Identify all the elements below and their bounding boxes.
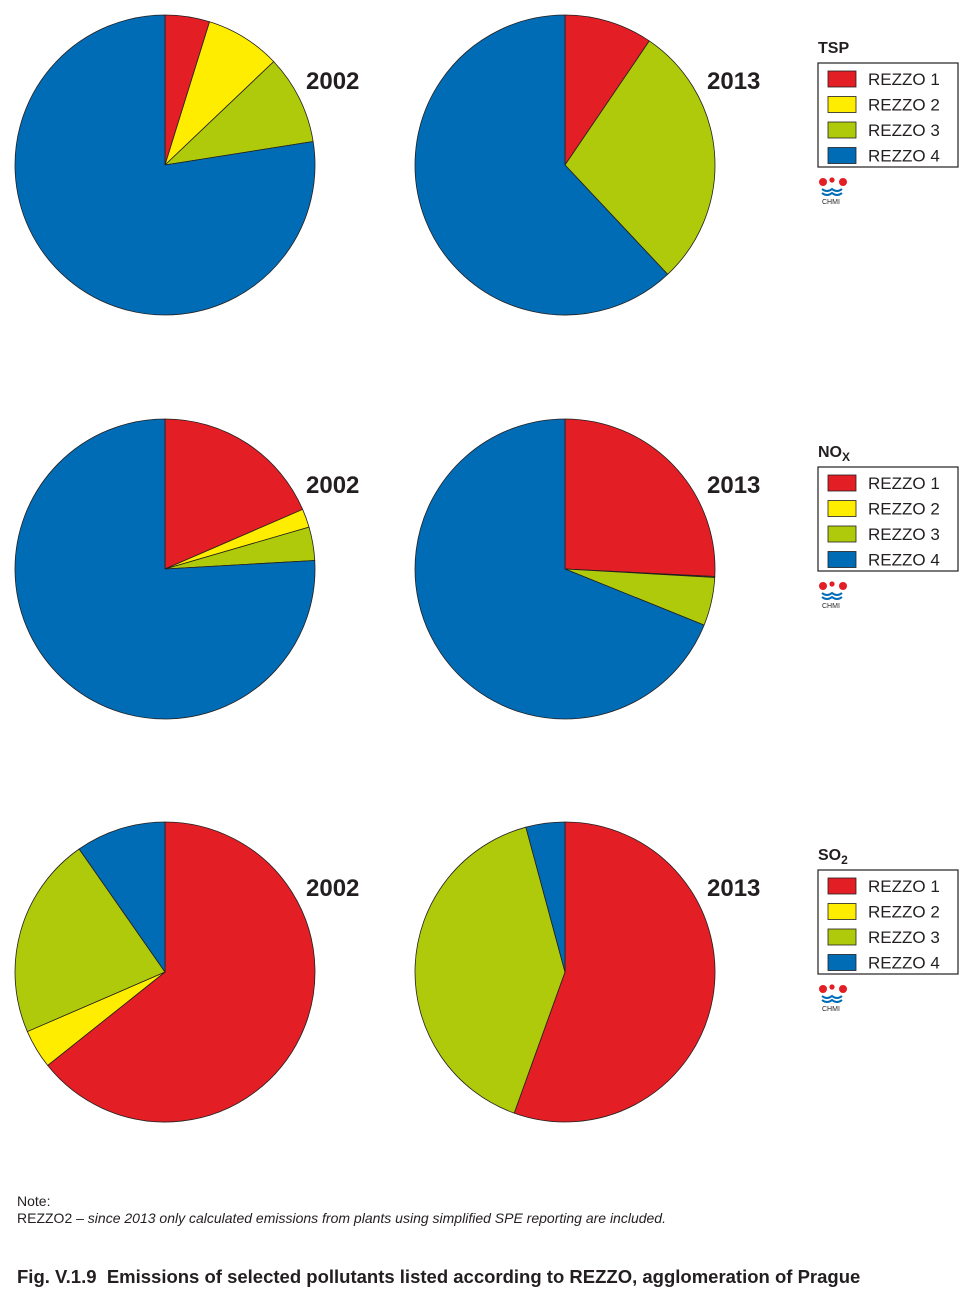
slice-nox-2002-rezzo-1 [164,418,304,570]
legend-swatch-tsp-rezzo-1 [827,70,857,88]
logo-wave-icon [821,591,843,596]
logo-wave-icon [821,994,843,999]
pie-tsp-2013: 2013 [414,14,760,316]
pie-tsp-2002: 2002 [14,14,359,316]
slice-tsp-2013-rezzo-4 [414,14,669,316]
figure-title: Emissions of selected pollutants listed … [106,1266,861,1287]
slice-so2-2002-rezzo-1 [47,821,316,1123]
slice-so2-2013-rezzo-1 [513,821,716,1123]
chmi-logo: CHMI [819,581,847,610]
pie-so2-2002: 2002 [14,821,359,1123]
slice-tsp-2002-rezzo-3 [164,61,314,166]
legend-label-nox-rezzo-4: REZZO 4 [868,551,940,570]
legend-nox: REZZO 1 REZZO 2 REZZO 3 REZZO 4 [817,466,959,572]
note-label: Note: [17,1193,51,1209]
legend-swatch-nox-rezzo-3 [827,525,857,543]
legend-swatch-nox-rezzo-1 [827,474,857,492]
panel-tsp: 2002 2013 TSP REZZO 1 REZZO 2 REZZO 3 REZZO 4 C… [14,14,959,316]
logo-wave-icon [821,191,843,196]
legend-swatch-so2-rezzo-1 [827,877,857,895]
panel-so2: 2002 2013 SO2 REZZO 1 REZZO 2 REZZO 3 REZZO 4 C… [14,821,959,1123]
legend-swatch-tsp-rezzo-3 [827,121,857,139]
slice-so2-2002-rezzo-3 [14,848,166,1032]
legend-tsp: REZZO 1 REZZO 2 REZZO 3 REZZO 4 [817,62,959,168]
pie-nox-2013: 2013 [414,418,760,720]
slice-nox-2013-rezzo-1 [564,418,716,577]
logo-dot-icon [839,985,847,993]
legend-label-tsp-rezzo-4: REZZO 4 [868,147,940,166]
logo-wave-icon [821,187,843,192]
year-label-so2-2013: 2013 [707,875,760,902]
year-label-tsp-2002: 2002 [306,68,359,95]
legend-swatch-tsp-rezzo-2 [827,96,857,113]
year-label-nox-2002: 2002 [306,472,359,499]
logo-wave-icon [821,595,843,600]
slice-nox-2002-rezzo-4 [14,418,316,720]
legend-label-so2-rezzo-1: REZZO 1 [868,877,940,896]
legend-swatch-nox-rezzo-4 [827,551,857,568]
pollutant-title-nox: NOX [818,444,850,464]
note: Note: REZZO2 – since 2013 only calculate… [17,1193,666,1227]
slice-tsp-2013-rezzo-1 [564,14,650,166]
pie-so2-2013: 2013 [414,821,760,1123]
logo-dot-icon [829,581,835,587]
figure-number: Fig. V.1.9 [17,1266,97,1287]
legend-swatch-so2-rezzo-3 [827,928,857,946]
legend-swatch-so2-rezzo-2 [827,903,857,920]
logo-dot-icon [819,582,827,590]
logo-text: CHMI [822,603,840,610]
legend-label-tsp-rezzo-3: REZZO 3 [868,121,940,140]
legend-label-so2-rezzo-3: REZZO 3 [868,928,940,947]
note-term: REZZO2 – [17,1210,84,1226]
pollutant-panels: 2002 2013 TSP REZZO 1 REZZO 2 REZZO 3 REZZO 4 C… [14,14,959,1123]
logo-wave-icon [821,998,843,1003]
legend-label-nox-rezzo-3: REZZO 3 [868,525,940,544]
year-label-nox-2013: 2013 [707,472,760,499]
logo-dot-icon [829,177,835,183]
slice-so2-2013-rezzo-4 [525,821,566,973]
panel-nox: 2002 2013 NOX REZZO 1 REZZO 2 REZZO 3 REZZO 4 C… [14,418,959,720]
logo-text: CHMI [822,199,840,206]
figure-caption: Fig. V.1.9 Emissions of selected polluta… [17,1266,860,1288]
legend-label-so2-rezzo-2: REZZO 2 [868,903,940,922]
slice-so2-2002-rezzo-4 [78,821,166,973]
chmi-logo: CHMI [819,177,847,206]
chmi-logo: CHMI [819,984,847,1013]
legend-label-so2-rezzo-4: REZZO 4 [868,954,940,973]
logo-dot-icon [819,178,827,186]
logo-dot-icon [839,178,847,186]
pollutant-title-tsp: TSP [818,40,849,57]
slice-tsp-2013-rezzo-3 [564,40,716,275]
logo-dot-icon [819,985,827,993]
legend-swatch-tsp-rezzo-4 [827,147,857,164]
slice-tsp-2002-rezzo-4 [14,14,316,316]
note-text: since 2013 only calculated emissions fro… [87,1210,666,1226]
legend-label-nox-rezzo-1: REZZO 1 [868,474,940,493]
year-label-so2-2002: 2002 [306,875,359,902]
year-label-tsp-2013: 2013 [707,68,760,95]
pollutant-title-so2: SO2 [818,847,848,867]
legend-label-tsp-rezzo-1: REZZO 1 [868,70,940,89]
pie-nox-2002: 2002 [14,418,359,720]
legend-label-nox-rezzo-2: REZZO 2 [868,500,940,519]
logo-text: CHMI [822,1006,840,1013]
note-body: REZZO2 – since 2013 only calculated emis… [17,1210,666,1226]
legend-label-tsp-rezzo-2: REZZO 2 [868,96,940,115]
logo-dot-icon [839,582,847,590]
slice-so2-2013-rezzo-3 [414,826,566,1114]
logo-dot-icon [829,984,835,990]
legend-so2: REZZO 1 REZZO 2 REZZO 3 REZZO 4 [817,869,959,975]
legend-swatch-nox-rezzo-2 [827,500,857,517]
slice-nox-2013-rezzo-4 [414,418,705,720]
legend-swatch-so2-rezzo-4 [827,954,857,971]
